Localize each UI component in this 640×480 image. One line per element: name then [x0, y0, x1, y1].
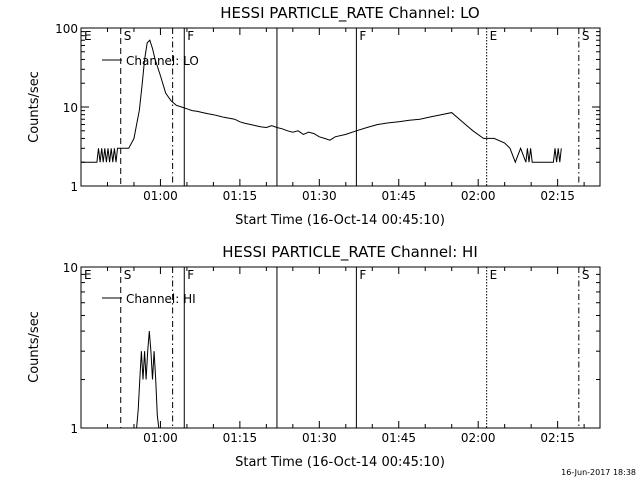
x-tick-label: 01:30 [302, 431, 337, 445]
chart-marks: 01:00 01:15 01:30 01:45 02:00 02:15 1 10 100 E S F F… [55, 22, 600, 203]
series-line [81, 39, 562, 164]
x-tick-label: 02:15 [540, 431, 575, 445]
event-marker-label: F [187, 29, 194, 43]
y-tick-label: 100 [55, 22, 78, 36]
event-marker-label: F [187, 268, 194, 282]
x-tick-label: 01:15 [223, 431, 258, 445]
event-marker-label: S [582, 268, 590, 282]
x-tick-label: 02:00 [461, 189, 496, 203]
event-marker-label: F [359, 268, 366, 282]
plot-frame [80, 27, 601, 187]
chart-panel-hi: HESSI PARTICLE_RATE Channel: HI Counts/s… [27, 243, 601, 470]
event-marker-label: E [84, 268, 92, 282]
chart-panel-lo: HESSI PARTICLE_RATE Channel: LO Counts/s… [27, 4, 601, 228]
event-marker-label: E [84, 29, 92, 43]
chart-marks: 01:00 01:15 01:30 01:45 02:00 02:15 1 10 E S F F E S [63, 261, 600, 445]
event-marker-label: E [490, 268, 498, 282]
x-tick-label: 01:45 [381, 189, 416, 203]
series-line [136, 331, 160, 429]
plot-frame [80, 266, 601, 429]
x-tick-label: 02:15 [540, 189, 575, 203]
legend-label: Channel: LO [126, 54, 199, 68]
x-axis-label: Start Time (16-Oct-14 00:45:10) [235, 455, 445, 470]
x-tick-label: 01:45 [381, 431, 416, 445]
event-marker-label: F [359, 29, 366, 43]
x-tick-label: 01:00 [143, 431, 178, 445]
event-marker-label: S [582, 29, 590, 43]
chart-title: HESSI PARTICLE_RATE Channel: HI [222, 243, 478, 262]
chart-title: HESSI PARTICLE_RATE Channel: LO [220, 4, 479, 23]
event-marker-label: S [124, 29, 132, 43]
y-axis-label: Counts/sec [27, 71, 42, 143]
x-tick-label: 01:00 [143, 189, 178, 203]
y-tick-label: 10 [63, 101, 78, 115]
event-marker-label: S [124, 268, 132, 282]
y-tick-label: 1 [70, 422, 78, 436]
x-axis-label: Start Time (16-Oct-14 00:45:10) [235, 213, 445, 228]
x-tick-label: 01:15 [223, 189, 258, 203]
x-tick-label: 02:00 [461, 431, 496, 445]
footer-date: 16-Jun-2017 18:38 [561, 468, 636, 477]
legend-label: Channel: HI [126, 292, 196, 306]
y-tick-label: 10 [63, 261, 78, 275]
event-marker-label: E [490, 29, 498, 43]
legend: Channel: HI [102, 292, 196, 306]
y-axis-label: Counts/sec [27, 311, 42, 383]
y-tick-label: 1 [70, 180, 78, 194]
x-tick-label: 01:30 [302, 189, 337, 203]
